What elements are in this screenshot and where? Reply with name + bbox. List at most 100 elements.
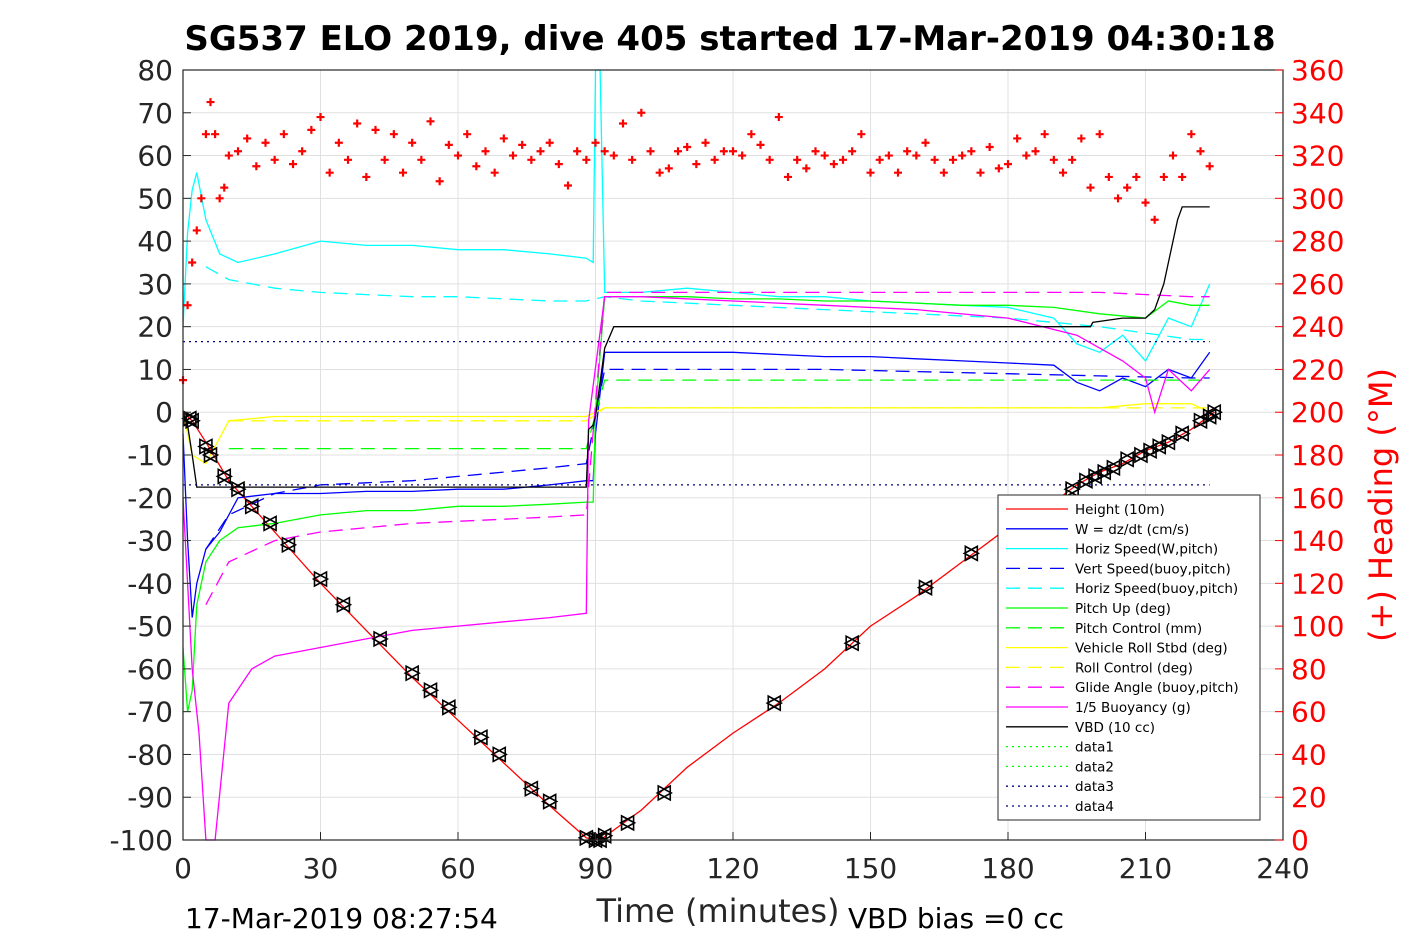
heading-marker: [609, 151, 618, 160]
heading-marker: [554, 160, 563, 169]
y-tick-right-label-9: 180: [1291, 439, 1344, 472]
heading-marker: [811, 147, 820, 156]
heading-marker: [408, 138, 417, 147]
heading-marker: [1059, 168, 1067, 177]
marker-triangle-mirror: [313, 570, 330, 588]
heading-marker: [1196, 147, 1205, 156]
series-line-10: [182, 296, 1211, 841]
series-line-6: [228, 379, 1210, 450]
heading-marker: [444, 140, 453, 149]
legend-label-5: Pitch Up (deg): [1075, 601, 1171, 617]
x-tick-label-0: 0: [174, 852, 192, 885]
legend-label-14: data3: [1075, 779, 1114, 795]
heading-marker: [866, 168, 875, 177]
y-tick-left-label-10: -20: [127, 482, 173, 515]
heading-marker: [839, 155, 847, 164]
marker-triangle-mirror: [423, 681, 440, 699]
marker-triangle-mirror: [442, 699, 458, 716]
heading-marker: [628, 155, 637, 164]
marker-triangle-mirror: [1065, 480, 1081, 498]
x-tick-label-3: 90: [578, 852, 614, 885]
series-line-11: [182, 206, 1210, 488]
marker-triangle-mirror: [1120, 450, 1136, 468]
heading-marker: [1040, 130, 1049, 139]
series-line-9: [205, 291, 1210, 606]
legend-label-9: Glide Angle (buoy,pitch): [1075, 680, 1239, 696]
chart-title: SG537 ELO 2019, dive 405 started 17-Mar-…: [184, 19, 1275, 59]
marker-triangle-mirror: [918, 579, 935, 596]
y-tick-left-label-17: -90: [127, 781, 173, 814]
heading-marker: [472, 162, 481, 171]
marker-triangle-mirror: [217, 468, 233, 485]
marker-triangle-mirror: [1161, 433, 1178, 451]
marker-triangle-mirror: [492, 746, 508, 763]
x-tick-label-1: 30: [303, 852, 339, 885]
heading-marker: [399, 168, 407, 177]
heading-marker: [201, 130, 210, 139]
heading-marker: [573, 147, 582, 156]
series-line-8: [228, 407, 1210, 422]
heading-marker: [188, 258, 197, 267]
y-tick-right-label-7: 220: [1291, 353, 1344, 386]
heading-marker: [481, 147, 490, 156]
legend-label-15: data4: [1075, 799, 1114, 815]
heading-marker: [820, 151, 829, 160]
y-tick-right-label-16: 40: [1291, 738, 1327, 771]
heading-marker: [1077, 134, 1086, 143]
marker-triangle-mirror: [1143, 442, 1159, 460]
heading-marker: [362, 172, 371, 181]
y-tick-right-label-17: 20: [1291, 781, 1327, 814]
heading-marker: [884, 151, 893, 160]
y-tick-right-label-8: 200: [1291, 396, 1344, 429]
y-tick-left-label-8: 0: [155, 396, 173, 429]
heading-marker: [747, 130, 756, 139]
marker-triangle-mirror: [203, 446, 220, 464]
heading-marker: [1095, 130, 1104, 139]
legend-label-7: Vehicle Roll Stbd (deg): [1075, 641, 1228, 657]
heading-marker: [646, 147, 655, 156]
marker-triangle-mirror: [1152, 438, 1168, 455]
marker-triangle-mirror: [1079, 472, 1095, 490]
heading-marker: [729, 147, 737, 156]
heading-marker: [261, 138, 270, 147]
marker-triangle-mirror: [767, 694, 783, 712]
heading-marker: [1159, 172, 1168, 181]
heading-marker: [435, 177, 444, 186]
y-tick-right-label-18: 0: [1291, 824, 1309, 857]
heading-marker: [1187, 130, 1196, 139]
heading-marker: [1049, 155, 1058, 164]
marker-triangle-mirror: [336, 596, 353, 614]
x-tick-label-2: 60: [440, 852, 476, 885]
heading-marker: [417, 155, 426, 164]
marker-triangle-mirror: [657, 784, 673, 802]
heading-marker: [220, 183, 229, 192]
heading-marker: [1013, 134, 1022, 143]
heading-marker: [802, 164, 811, 173]
y-axis-left: 80 70 60 50 40 30 20 10 0 -10 -20 -30 -40 -50 -60 -70 -8…: [109, 54, 191, 857]
y-tick-left-label-6: 20: [137, 311, 173, 344]
legend-label-12: data1: [1075, 740, 1114, 756]
heading-marker: [894, 168, 902, 177]
heading-marker: [967, 147, 976, 156]
y-tick-left-label-5: 30: [137, 268, 173, 301]
heading-marker: [1150, 215, 1159, 224]
heading-marker: [211, 130, 220, 139]
heading-marker: [234, 147, 242, 156]
y-tick-left-label-3: 50: [137, 182, 173, 215]
x-tick-label-6: 180: [981, 852, 1034, 885]
heading-marker: [206, 98, 215, 107]
y-tick-left-label-14: -60: [127, 653, 173, 686]
heading-marker: [784, 172, 792, 181]
heading-marker: [619, 119, 627, 128]
legend-label-1: W = dz/dt (cm/s): [1075, 522, 1189, 538]
y-tick-left-label-15: -70: [127, 696, 173, 729]
heading-marker: [857, 130, 866, 139]
marker-triangle-mirror: [1193, 412, 1210, 430]
heading-marker: [958, 151, 967, 160]
marker-triangle-mirror: [244, 497, 261, 515]
marker-triangle-mirror: [281, 536, 298, 554]
y-tick-right-label-5: 260: [1291, 268, 1344, 301]
marker-triangle-mirror: [373, 630, 389, 648]
series-line-3: [205, 368, 1210, 550]
series-layer: [182, 69, 1215, 841]
